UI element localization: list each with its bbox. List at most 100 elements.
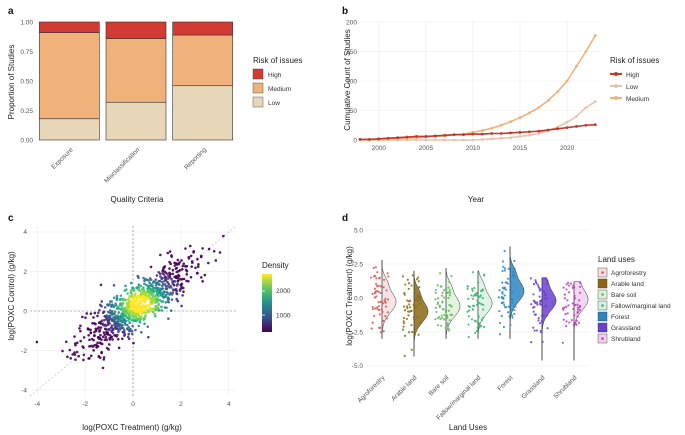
d-point — [565, 324, 568, 328]
c-point — [203, 273, 207, 277]
d-point — [567, 304, 570, 307]
a-legend-low-swatch — [252, 96, 264, 108]
c-point — [128, 296, 131, 299]
d-point — [471, 308, 474, 311]
d-point — [446, 324, 449, 327]
c-point — [126, 292, 129, 295]
c-point — [126, 323, 129, 327]
d-legend-item: Agroforestry — [611, 270, 647, 277]
c-point — [144, 314, 147, 318]
b-x-axis-label: Year — [468, 195, 485, 204]
c-point — [176, 279, 180, 283]
c-point — [167, 317, 170, 320]
c-point — [93, 311, 97, 315]
c-point — [196, 265, 200, 269]
d-point — [419, 296, 422, 299]
c-point — [73, 351, 76, 354]
a-legend-high-swatch — [252, 68, 264, 80]
c-point — [101, 366, 105, 370]
d-point — [411, 330, 414, 334]
c-point — [160, 305, 163, 309]
d-point — [385, 289, 388, 292]
d-point — [413, 332, 417, 335]
d-point — [509, 289, 512, 292]
d-point — [480, 302, 483, 306]
d-point — [373, 307, 377, 310]
c-point — [135, 316, 138, 320]
c-point — [124, 314, 128, 318]
c-point — [168, 267, 171, 270]
c-point — [192, 250, 195, 254]
d-point — [406, 299, 409, 302]
c-point — [162, 273, 166, 276]
c-point — [91, 321, 94, 325]
d-point — [571, 286, 574, 289]
d-point — [512, 271, 515, 274]
c-point — [35, 340, 39, 344]
c-point — [61, 349, 64, 353]
d-violin-1 — [413, 270, 429, 357]
d-point — [444, 287, 448, 291]
d-point — [375, 282, 378, 285]
d-legend-dot — [601, 271, 604, 274]
d-point — [501, 286, 504, 289]
c-point — [129, 327, 132, 331]
b-y-tick: 50 — [350, 108, 358, 115]
c-point — [151, 310, 155, 314]
d-point — [440, 314, 443, 317]
d-point — [418, 302, 421, 305]
c-point — [64, 340, 68, 344]
d-point — [416, 294, 419, 297]
d-point — [534, 279, 537, 282]
d-point — [417, 276, 420, 279]
b-x-tick: 2020 — [560, 145, 575, 152]
d-point — [442, 296, 446, 299]
b-y-tick: 200 — [346, 19, 357, 26]
d-point — [436, 301, 440, 304]
d-point — [562, 318, 565, 321]
b-point-high — [452, 133, 456, 137]
b-point-low — [424, 138, 428, 142]
b-line-medium — [360, 35, 596, 141]
d-point — [414, 304, 418, 308]
c-y-tick: -2 — [21, 348, 27, 355]
c-point — [169, 262, 173, 266]
b-point-medium — [575, 64, 578, 68]
b-point-high — [443, 133, 447, 137]
d-legend-item: Bare soil — [611, 292, 637, 299]
c-point — [100, 300, 104, 303]
d-point — [498, 333, 502, 336]
c-point — [141, 299, 145, 303]
b-point-medium — [480, 129, 484, 132]
b-legend-low-marker — [614, 84, 618, 88]
c-point — [201, 280, 204, 283]
c-colorbar: Density 2000 1000 — [262, 261, 291, 332]
c-point — [97, 326, 101, 329]
c-point — [78, 327, 81, 330]
b-y-tick: 150 — [346, 49, 357, 56]
d-point — [378, 326, 382, 329]
c-point — [127, 332, 131, 336]
b-point-low — [433, 138, 437, 142]
d-point — [379, 331, 382, 334]
d-point — [569, 282, 573, 285]
d-point — [435, 310, 438, 314]
d-point — [375, 285, 378, 288]
d-point — [500, 301, 503, 304]
d-point — [386, 272, 389, 275]
c-point — [110, 317, 113, 321]
d-point — [471, 287, 474, 290]
c-point — [201, 247, 204, 250]
b-point-low — [443, 138, 447, 142]
c-point — [127, 325, 131, 329]
d-point — [381, 302, 385, 305]
d-point — [374, 290, 377, 293]
d-point — [378, 277, 381, 280]
c-point — [160, 277, 163, 281]
d-point — [413, 318, 416, 321]
b-point-medium — [556, 90, 560, 94]
d-point — [438, 272, 442, 275]
d-point — [382, 286, 385, 289]
d-legend-dot — [601, 282, 604, 285]
d-point — [377, 305, 380, 308]
